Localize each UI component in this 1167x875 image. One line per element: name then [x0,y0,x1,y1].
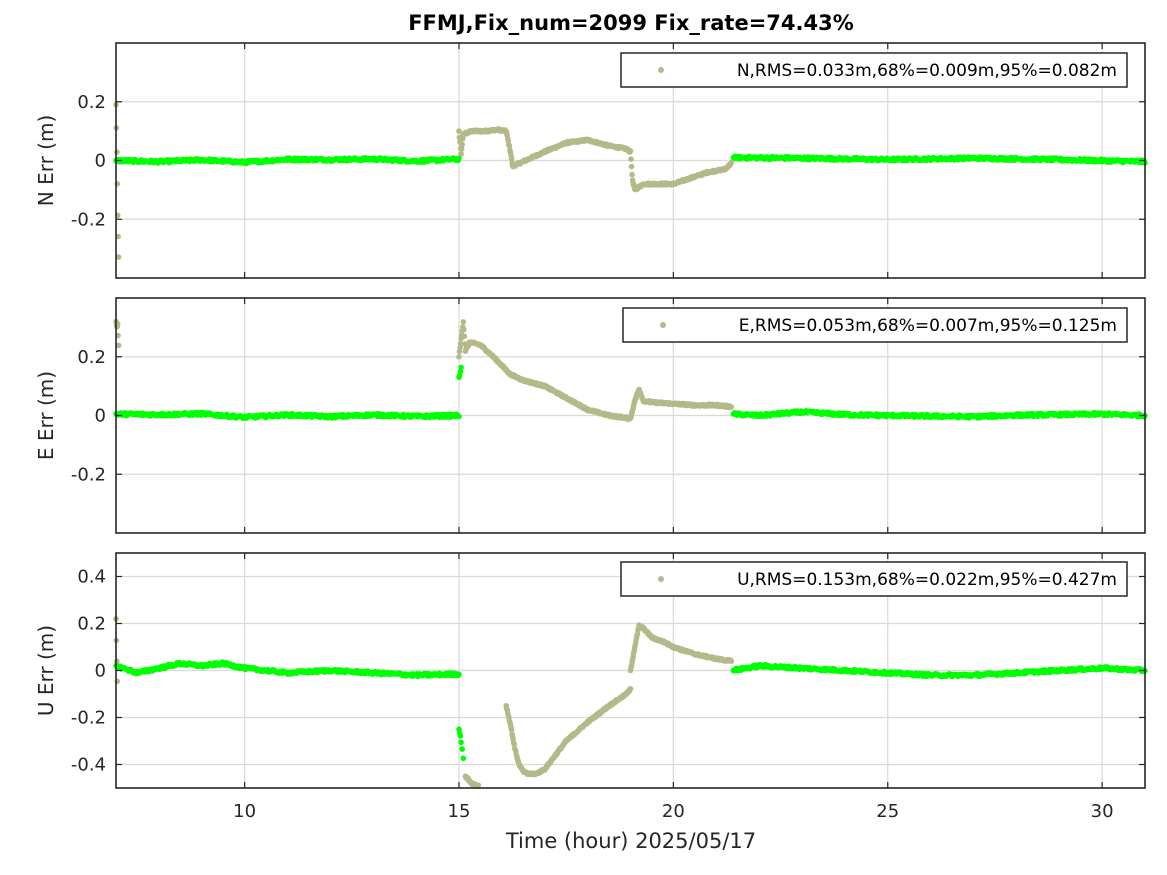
panels: -0.2 0 0.2 N Err (m) N,RMS=0.033m,68%=0.009m… [34,42,1148,822]
legend-text: E,RMS=0.053m,68%=0.007m,95%=0.125m [739,316,1117,336]
fixed-point [460,755,467,762]
float-point [456,128,462,134]
y-axis-label: U Err (m) [34,625,58,716]
fixed-point [458,739,464,746]
panel-u: -0.4 -0.2 0 0.2 0.4 U Err (m) U,RMS=0.153m,68%… [34,552,1148,822]
legend-marker [658,576,664,582]
float-point [460,135,466,142]
float-point [458,146,465,152]
float-point [114,149,120,155]
float-point [506,142,513,149]
y-tick-label: 0 [95,151,106,172]
y-tick-label: -0.2 [71,464,106,485]
x-tick-label: 15 [448,801,471,822]
fixed-point [457,733,464,739]
legend-text: N,RMS=0.033m,68%=0.009m,95%=0.082m [737,61,1117,81]
legend-marker [658,67,664,73]
fixed-point [458,364,464,371]
float-point [508,155,515,162]
float-point [628,156,634,162]
chart-title: FFMJ,Fix_num=2099 Fix_rate=74.43% [408,11,854,35]
fixed-point [456,155,462,162]
y-tick-label: -0.2 [71,209,106,230]
float-point [115,254,122,260]
float-point [728,658,735,664]
y-tick-label: 0 [95,661,106,682]
float-point [460,319,467,325]
float-point [456,354,462,360]
float-point [457,341,464,347]
fixed-point [456,671,462,678]
x-tick-label: 30 [1091,801,1114,822]
y-tick-label: 0.2 [77,92,106,113]
y-tick-label: 0.2 [77,614,106,635]
legend-text: U,RMS=0.153m,68%=0.022m,95%=0.427m [737,570,1117,590]
y-tick-label: -0.2 [71,708,106,729]
float-point [627,686,634,692]
y-tick-label: -0.4 [71,755,106,776]
float-point [461,333,468,340]
x-tick-label: 10 [233,801,256,822]
float-point [728,160,735,166]
fixed-point [459,746,466,752]
float-point [459,141,466,148]
y-tick-label: 0.2 [77,347,106,368]
float-point [629,171,635,178]
float-point [461,326,467,333]
float-point [627,148,634,154]
y-tick-label: 0.4 [77,567,106,588]
x-axis-label: Time (hour) 2025/05/17 [505,829,756,853]
float-point [628,163,635,170]
float-point [115,342,122,349]
y-axis-label: E Err (m) [34,371,58,460]
float-point [728,404,735,410]
y-axis-label: N Err (m) [34,115,58,207]
float-point [475,782,482,788]
x-tick-label: 20 [662,801,685,822]
fixed-point [456,413,462,420]
y-tick-label: 0 [95,406,106,427]
panel-n: -0.2 0 0.2 N Err (m) N,RMS=0.033m,68%=0.009m… [34,42,1148,279]
legend-box [620,52,1128,88]
panel-e: -0.2 0 0.2 E Err (m) E,RMS=0.053m,68%=0.007m… [34,297,1148,534]
legend-marker [660,322,666,328]
float-point [458,151,464,157]
x-tick-label: 25 [876,801,899,822]
